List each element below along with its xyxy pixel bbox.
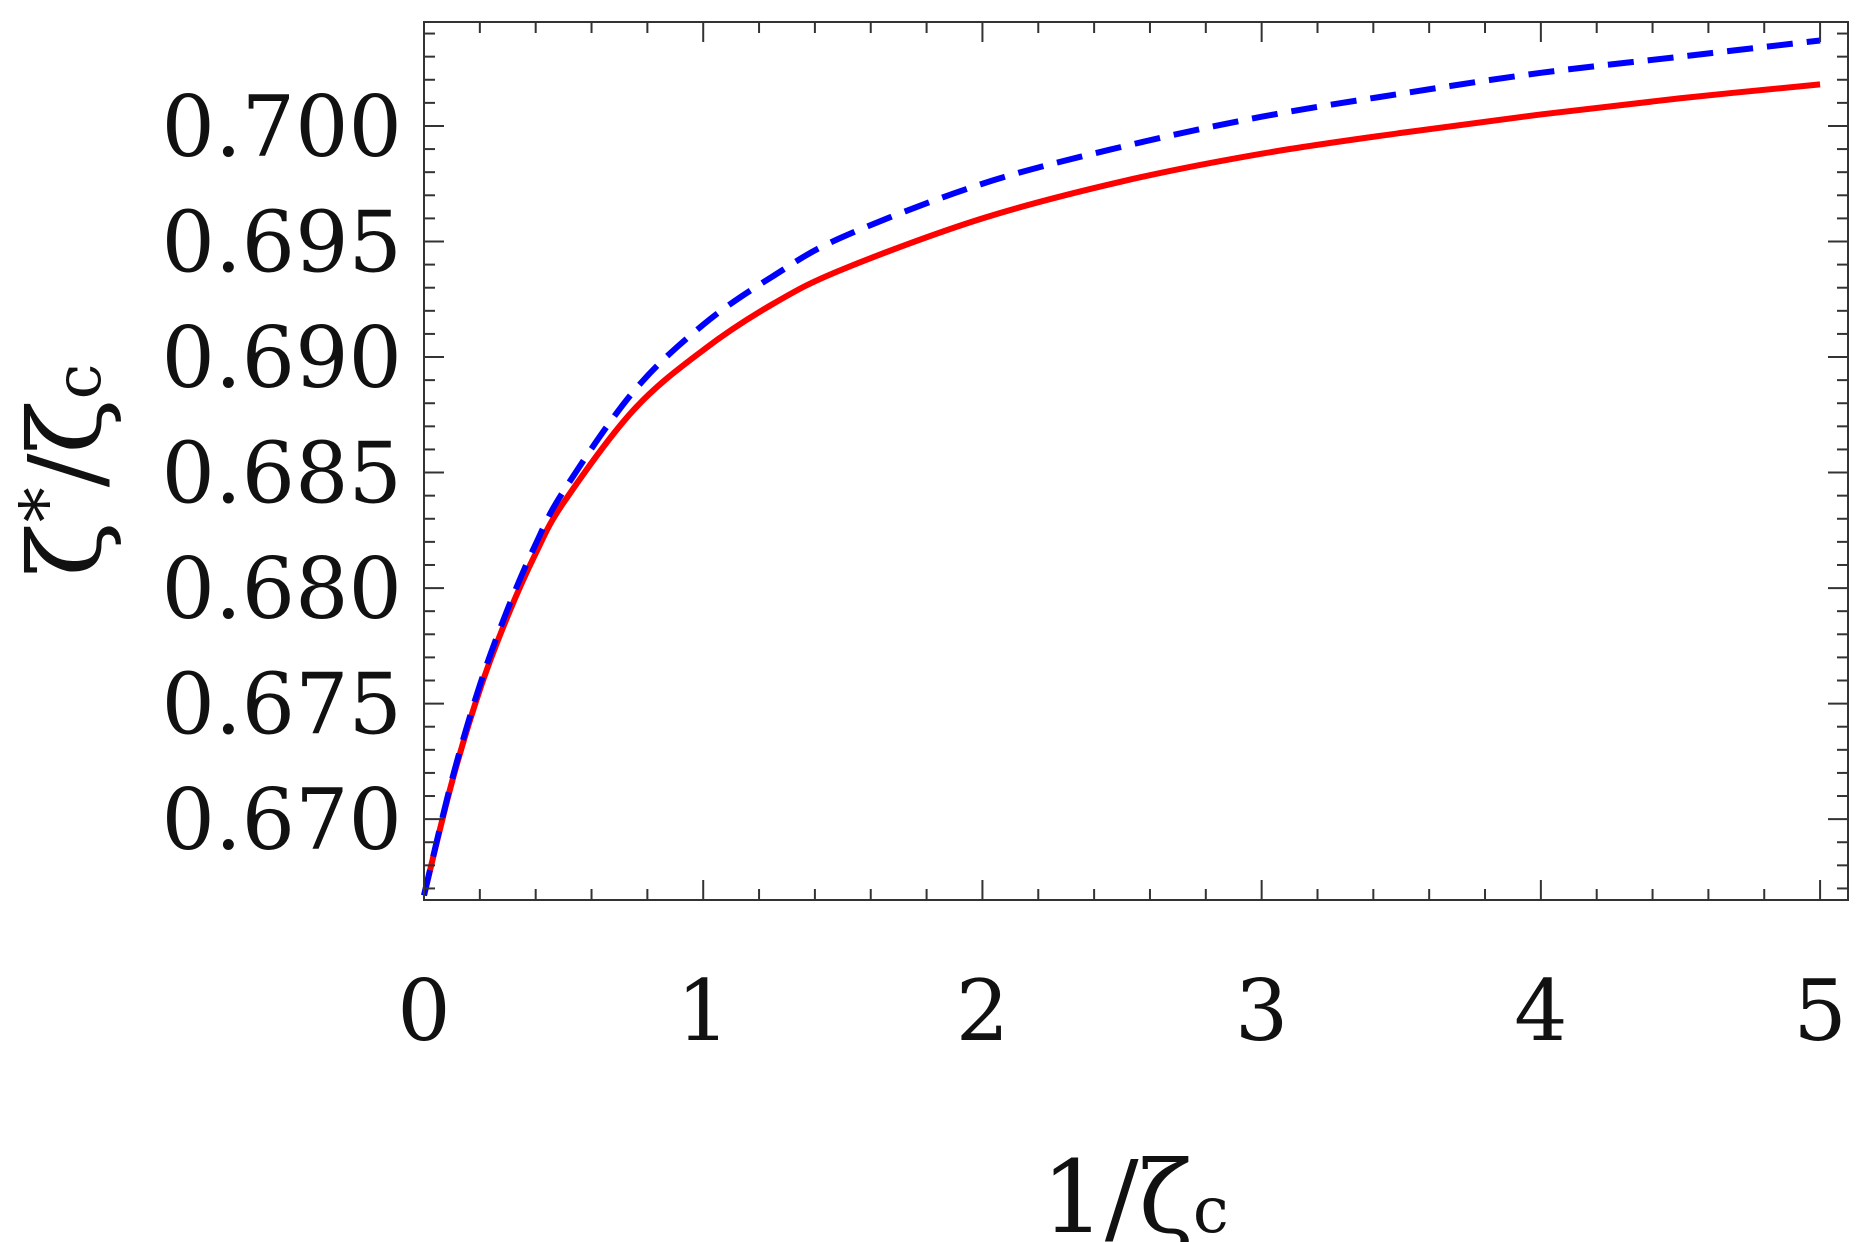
plot-frame	[423, 21, 1849, 901]
y-tick-label: 0.685	[162, 425, 402, 523]
y-tick-label: 0.680	[162, 540, 402, 638]
y-tick-label: 0.690	[162, 309, 402, 407]
x-tick-label: 3	[1235, 962, 1288, 1060]
y-axis-label-superscript: *	[5, 487, 87, 522]
x-axis-label-subscript: c	[1193, 1174, 1229, 1242]
x-axis-label-main: 1/ζ	[1041, 1139, 1193, 1242]
x-tick-label: 4	[1514, 962, 1567, 1060]
x-tick-label: 2	[956, 962, 1009, 1060]
series-dashed-line	[421, 37, 1821, 897]
x-tick-labels: 0 1 2 3 4 5	[397, 962, 1847, 1060]
x-axis-label: 1/ζc	[1041, 1139, 1228, 1242]
x-tick-label: 5	[1793, 962, 1846, 1060]
y-axis-label-main: ζ	[7, 522, 124, 576]
y-axis-label: ζ*/ζc	[5, 364, 124, 577]
y-tick-label: 0.700	[162, 78, 402, 176]
y-tick-label: 0.695	[162, 194, 402, 292]
y-axis-label-subscript: c	[42, 364, 116, 400]
y-tick-labels: 0.670 0.675 0.680 0.685 0.690 0.695 0.700	[162, 78, 402, 869]
y-axis-label-rest: /ζ	[7, 399, 124, 487]
x-tick-label: 0	[397, 962, 450, 1060]
x-tick-label: 1	[676, 962, 729, 1060]
y-tick-label: 0.675	[162, 656, 402, 754]
plot-area	[421, 21, 1849, 901]
minor-ticks	[423, 22, 1848, 900]
y-tick-label: 0.670	[162, 771, 402, 869]
series-layer	[421, 37, 1821, 897]
